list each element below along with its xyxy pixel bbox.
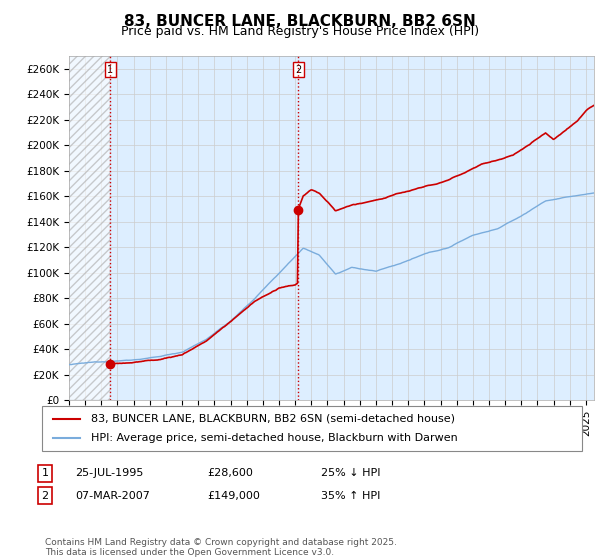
Text: Contains HM Land Registry data © Crown copyright and database right 2025.
This d: Contains HM Land Registry data © Crown c… [45, 538, 397, 557]
Bar [69, 56, 110, 400]
Text: 1: 1 [41, 468, 49, 478]
Text: 2: 2 [295, 65, 301, 75]
Text: 83, BUNCER LANE, BLACKBURN, BB2 6SN: 83, BUNCER LANE, BLACKBURN, BB2 6SN [124, 14, 476, 29]
Text: 83, BUNCER LANE, BLACKBURN, BB2 6SN (semi-detached house): 83, BUNCER LANE, BLACKBURN, BB2 6SN (sem… [91, 413, 455, 423]
Text: 35% ↑ HPI: 35% ↑ HPI [321, 491, 380, 501]
Text: £28,600: £28,600 [207, 468, 253, 478]
Text: 2: 2 [41, 491, 49, 501]
Text: 07-MAR-2007: 07-MAR-2007 [75, 491, 150, 501]
Text: Price paid vs. HM Land Registry's House Price Index (HPI): Price paid vs. HM Land Registry's House … [121, 25, 479, 38]
Text: HPI: Average price, semi-detached house, Blackburn with Darwen: HPI: Average price, semi-detached house,… [91, 433, 457, 444]
Text: 1: 1 [107, 65, 113, 75]
Text: 25-JUL-1995: 25-JUL-1995 [75, 468, 143, 478]
Text: £149,000: £149,000 [207, 491, 260, 501]
Text: 25% ↓ HPI: 25% ↓ HPI [321, 468, 380, 478]
FancyBboxPatch shape [42, 406, 582, 451]
